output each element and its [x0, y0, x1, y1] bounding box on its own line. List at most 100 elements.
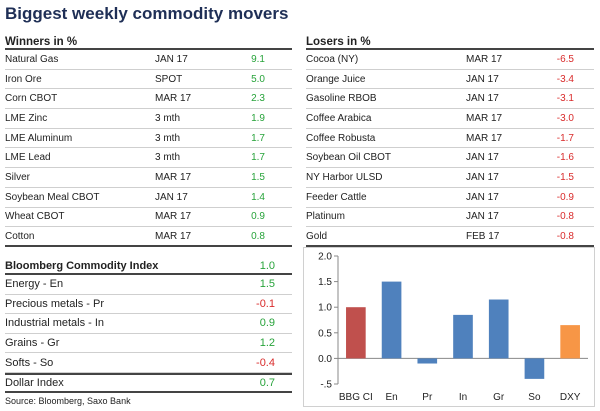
- winners-expiry: SPOT: [155, 73, 183, 85]
- winners-commodity-name: Silver: [5, 171, 31, 183]
- losers-commodity-name: Gold: [306, 230, 328, 242]
- winners-change-value: 1.4: [251, 191, 265, 203]
- winners-commodity-name: LME Lead: [5, 152, 51, 164]
- source-note: Source: Bloomberg, Saxo Bank: [5, 396, 131, 406]
- losers-table: Losers in % Cocoa (NY) MAR 17 -6.5 Orange J…: [306, 34, 594, 247]
- winners-change-value: 1.5: [251, 171, 265, 183]
- bci-sector-name: Industrial metals - In: [5, 317, 105, 330]
- winners-row: Iron Ore SPOT 5.0: [5, 70, 292, 90]
- bci-sector-value: 1.5: [259, 278, 275, 291]
- bar-en: [381, 281, 402, 359]
- losers-change-value: -6.5: [556, 53, 574, 65]
- bci-row: Precious metals - Pr -0.1: [5, 295, 292, 315]
- x-tick-label: Pr: [422, 392, 433, 403]
- losers-commodity-name: Feeder Cattle: [306, 191, 367, 203]
- losers-change-value: -1.6: [556, 152, 574, 164]
- winners-commodity-name: Iron Ore: [5, 73, 42, 85]
- losers-commodity-name: Platinum: [306, 211, 345, 223]
- losers-row: Feeder Cattle JAN 17 -0.9: [306, 188, 594, 208]
- losers-commodity-name: Soybean Oil CBOT: [306, 152, 392, 164]
- losers-commodity-name: Coffee Arabica: [306, 112, 372, 124]
- chart-svg: 2.0 1.5 1.0 0.5 0.0 -.5 BBG CI En Pr In Gr So DXY: [318, 252, 588, 403]
- losers-commodity-name: Coffee Robusta: [306, 132, 376, 144]
- bci-row: Softs - So -0.4: [5, 353, 292, 373]
- losers-commodity-name: Orange Juice: [306, 73, 366, 85]
- winners-commodity-name: Wheat CBOT: [5, 211, 65, 223]
- bci-sector-value: -0.1: [256, 297, 275, 310]
- bar-dxy: [560, 325, 580, 359]
- losers-commodity-name: Gasoline RBOB: [306, 93, 377, 105]
- winners-commodity-name: Soybean Meal CBOT: [5, 191, 100, 203]
- losers-row: Coffee Arabica MAR 17 -3.0: [306, 109, 594, 129]
- losers-change-value: -0.8: [556, 230, 574, 242]
- winners-row: Wheat CBOT MAR 17 0.9: [5, 208, 292, 228]
- dollar-index-label: Dollar Index: [5, 376, 64, 389]
- losers-change-value: -1.5: [556, 171, 574, 183]
- winners-change-value: 0.9: [251, 211, 265, 223]
- winners-change-value: 1.7: [251, 152, 265, 164]
- losers-change-value: -3.0: [556, 112, 574, 124]
- winners-row: Silver MAR 17 1.5: [5, 168, 292, 188]
- losers-heading: Losers in %: [306, 34, 594, 50]
- winners-row: LME Zinc 3 mth 1.9: [5, 109, 292, 129]
- bar-pr: [417, 358, 438, 364]
- winners-expiry: JAN 17: [155, 191, 188, 203]
- bci-heading-value: 1.0: [259, 260, 275, 272]
- winners-row: Corn CBOT MAR 17 2.3: [5, 89, 292, 110]
- bci-sector-name: Precious metals - Pr: [5, 297, 105, 310]
- bci-row: Industrial metals - In 0.9: [5, 314, 292, 334]
- losers-row: Gold FEB 17 -0.8: [306, 227, 594, 247]
- losers-expiry: MAR 17: [466, 132, 503, 144]
- losers-change-value: -1.7: [556, 132, 574, 144]
- losers-commodity-name: NY Harbor ULSD: [306, 171, 383, 183]
- losers-change-value: -3.4: [556, 73, 574, 85]
- losers-expiry: JAN 17: [466, 171, 499, 183]
- winners-row: Natural Gas JAN 17 9.1: [5, 50, 292, 70]
- losers-expiry: JAN 17: [466, 152, 499, 164]
- winners-commodity-name: LME Aluminum: [5, 132, 73, 144]
- bloomberg-index-table: Bloomberg Commodity Index 1.0 Energy - E…: [5, 257, 292, 393]
- bci-sector-name: Grains - Gr: [5, 337, 60, 350]
- winners-expiry: 3 mth: [155, 132, 181, 144]
- winners-change-value: 9.1: [251, 53, 265, 65]
- losers-row: Soybean Oil CBOT JAN 17 -1.6: [306, 148, 594, 169]
- losers-change-value: -0.8: [556, 211, 574, 223]
- y-tick-label: 1.5: [318, 277, 332, 288]
- y-tick-label: 2.0: [318, 252, 332, 263]
- losers-expiry: FEB 17: [466, 230, 500, 242]
- losers-row: Orange Juice JAN 17 -3.4: [306, 70, 594, 90]
- winners-commodity-name: LME Zinc: [5, 112, 48, 124]
- x-tick-label: Gr: [493, 392, 505, 403]
- losers-row: Coffee Robusta MAR 17 -1.7: [306, 129, 594, 149]
- winners-row: LME Aluminum 3 mth 1.7: [5, 129, 292, 149]
- winners-commodity-name: Corn CBOT: [5, 93, 58, 105]
- y-tick-label: -.5: [320, 380, 332, 391]
- losers-expiry: JAN 17: [466, 211, 499, 223]
- losers-row: NY Harbor ULSD JAN 17 -1.5: [306, 168, 594, 188]
- winners-expiry: MAR 17: [155, 171, 192, 183]
- winners-change-value: 5.0: [251, 73, 265, 85]
- winners-expiry: 3 mth: [155, 112, 181, 124]
- bar-bbg-ci: [346, 307, 366, 359]
- losers-expiry: JAN 17: [466, 191, 499, 203]
- winners-commodity-name: Cotton: [5, 230, 35, 242]
- winners-expiry: MAR 17: [155, 230, 192, 242]
- winners-table: Winners in % Natural Gas JAN 17 9.1 Iron Or…: [5, 34, 292, 247]
- winners-change-value: 0.8: [251, 230, 265, 242]
- bci-sector-name: Softs - So: [5, 356, 54, 369]
- losers-change-value: -0.9: [556, 191, 574, 203]
- losers-commodity-name: Cocoa (NY): [306, 53, 359, 65]
- bci-row: Grains - Gr 1.2: [5, 334, 292, 354]
- x-tick-label: So: [528, 392, 541, 403]
- bci-sector-value: 1.2: [259, 337, 275, 350]
- winners-change-value: 1.9: [251, 112, 265, 124]
- winners-expiry: 3 mth: [155, 152, 181, 164]
- losers-change-value: -3.1: [556, 93, 574, 105]
- bci-row: Energy - En 1.5: [5, 275, 292, 295]
- losers-row: Cocoa (NY) MAR 17 -6.5: [306, 50, 594, 70]
- page-title: Biggest weekly commodity movers: [5, 4, 289, 23]
- dollar-index-value: 0.7: [259, 376, 275, 389]
- winners-heading: Winners in %: [5, 34, 292, 50]
- bar-gr: [488, 299, 509, 359]
- losers-expiry: JAN 17: [466, 93, 499, 105]
